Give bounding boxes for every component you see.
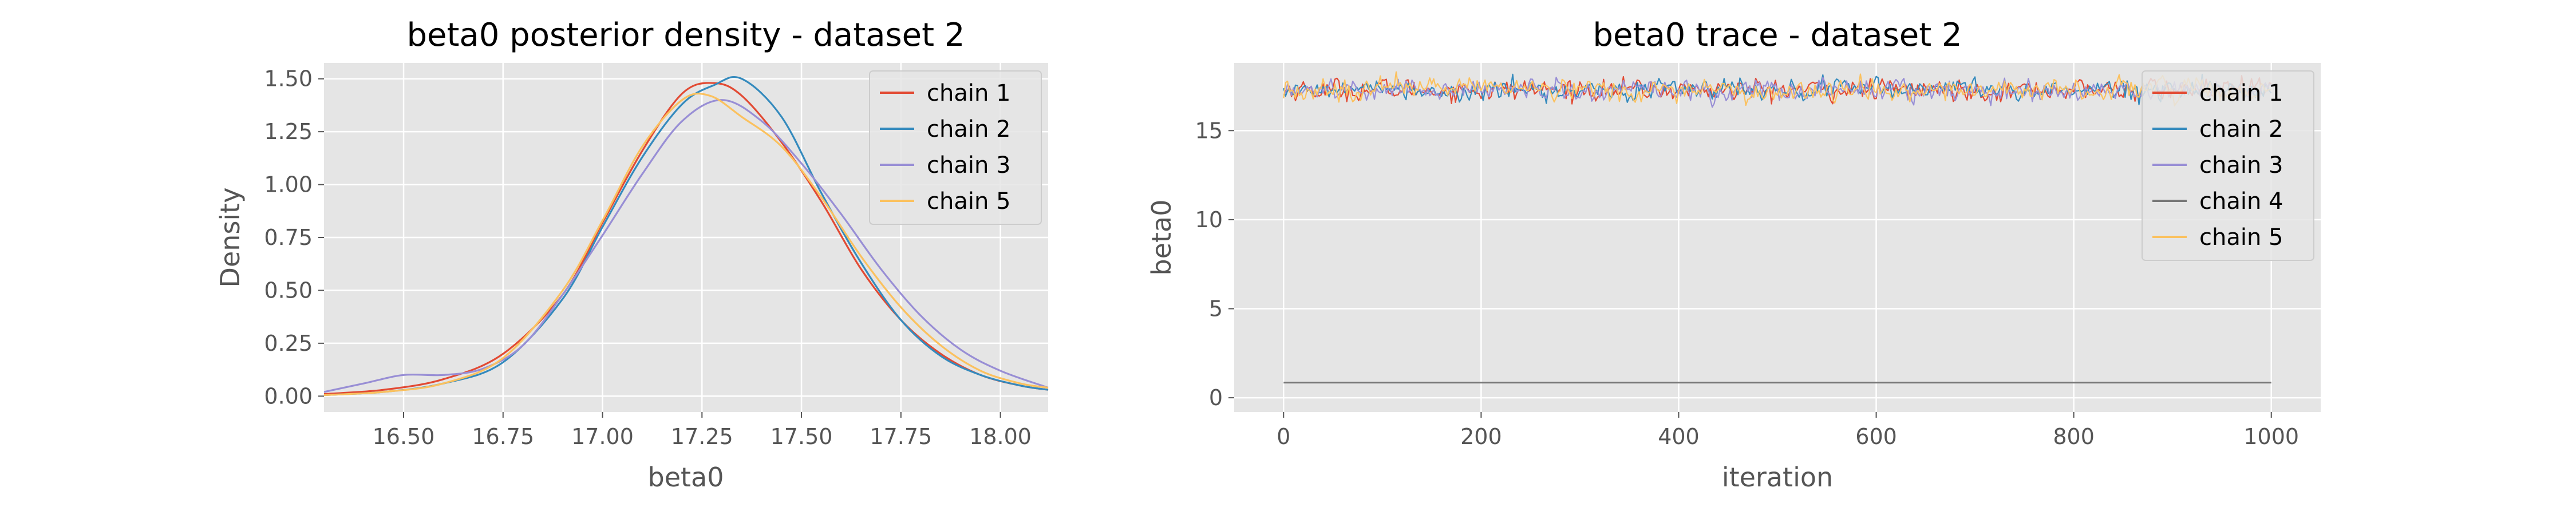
legend-label: chain 5 bbox=[2199, 224, 2283, 251]
density-line-chain-1 bbox=[323, 82, 1049, 395]
trace-line-chain-5 bbox=[1283, 71, 2271, 107]
x-tick-label: 17.00 bbox=[571, 424, 634, 449]
trace-legend: chain 1 chain 2 chain 3 chain 4 chain 5 bbox=[2142, 70, 2314, 261]
x-tick-label: 16.75 bbox=[472, 424, 534, 449]
y-tick-label: 0.50 bbox=[264, 278, 313, 303]
x-tick-label: 200 bbox=[1460, 424, 1502, 449]
y-tick-label: 1.00 bbox=[264, 172, 313, 197]
trace-y-ticks: 0 5 10 15 bbox=[1195, 118, 1234, 410]
trace-chart-title: beta0 trace - dataset 2 bbox=[1593, 17, 1962, 54]
legend-label: chain 1 bbox=[2199, 80, 2283, 106]
density-x-ticks: 16.50 16.75 17.00 17.25 17.50 17.75 18.00 bbox=[373, 412, 1032, 449]
density-grid bbox=[324, 63, 1048, 412]
legend-label: chain 2 bbox=[2199, 116, 2283, 142]
y-tick-label: 0.25 bbox=[264, 331, 313, 356]
x-tick-label: 400 bbox=[1658, 424, 1700, 449]
density-line-chain-3 bbox=[323, 99, 1049, 393]
y-tick-label: 0.00 bbox=[264, 383, 313, 409]
legend-label: chain 5 bbox=[927, 188, 1010, 215]
y-tick-label: 10 bbox=[1195, 207, 1223, 232]
trace-lines bbox=[1283, 71, 2272, 384]
x-tick-label: 17.25 bbox=[671, 424, 733, 449]
trace-chart: 0 200 400 600 800 1000 0 5 10 15 beta0 trace - d… bbox=[1146, 17, 2321, 493]
y-tick-label: 5 bbox=[1209, 296, 1223, 321]
density-legend: chain 1 chain 2 chain 3 chain 5 bbox=[869, 70, 1042, 225]
density-chart-title: beta0 posterior density - dataset 2 bbox=[406, 17, 965, 54]
legend-box bbox=[2142, 70, 2314, 261]
density-chart: 16.50 16.75 17.00 17.25 17.50 17.75 18.00 0.00… bbox=[215, 17, 1049, 493]
legend-label: chain 3 bbox=[927, 152, 1010, 179]
x-tick-label: 600 bbox=[1855, 424, 1897, 449]
trace-plot-area bbox=[1234, 63, 2321, 412]
x-tick-label: 16.50 bbox=[373, 424, 435, 449]
density-y-axis-label: Density bbox=[215, 188, 246, 288]
legend-label: chain 4 bbox=[2199, 188, 2283, 215]
x-tick-label: 17.75 bbox=[870, 424, 932, 449]
y-tick-label: 0.75 bbox=[264, 225, 313, 250]
x-tick-label: 17.50 bbox=[771, 424, 833, 449]
legend-label: chain 3 bbox=[2199, 152, 2283, 179]
density-x-axis-label: beta0 bbox=[648, 462, 724, 493]
y-tick-label: 0 bbox=[1209, 385, 1223, 410]
y-tick-label: 1.25 bbox=[264, 119, 313, 144]
trace-x-ticks: 0 200 400 600 800 1000 bbox=[1277, 412, 2299, 449]
density-y-ticks: 0.00 0.25 0.50 0.75 1.00 1.25 1.50 bbox=[264, 66, 324, 409]
x-tick-label: 18.00 bbox=[969, 424, 1032, 449]
legend-box bbox=[869, 70, 1042, 225]
density-line-chain-2 bbox=[323, 76, 1049, 397]
legend-label: chain 2 bbox=[927, 116, 1010, 142]
density-line-chain-5 bbox=[323, 92, 1049, 397]
density-lines bbox=[323, 76, 1049, 397]
x-tick-label: 800 bbox=[2053, 424, 2095, 449]
y-tick-label: 15 bbox=[1195, 118, 1223, 143]
y-tick-label: 1.50 bbox=[264, 66, 313, 92]
trace-y-axis-label: beta0 bbox=[1146, 200, 1177, 276]
trace-x-axis-label: iteration bbox=[1722, 462, 1833, 493]
legend-label: chain 1 bbox=[927, 80, 1010, 106]
x-tick-label: 1000 bbox=[2243, 424, 2299, 449]
x-tick-label: 0 bbox=[1277, 424, 1290, 449]
